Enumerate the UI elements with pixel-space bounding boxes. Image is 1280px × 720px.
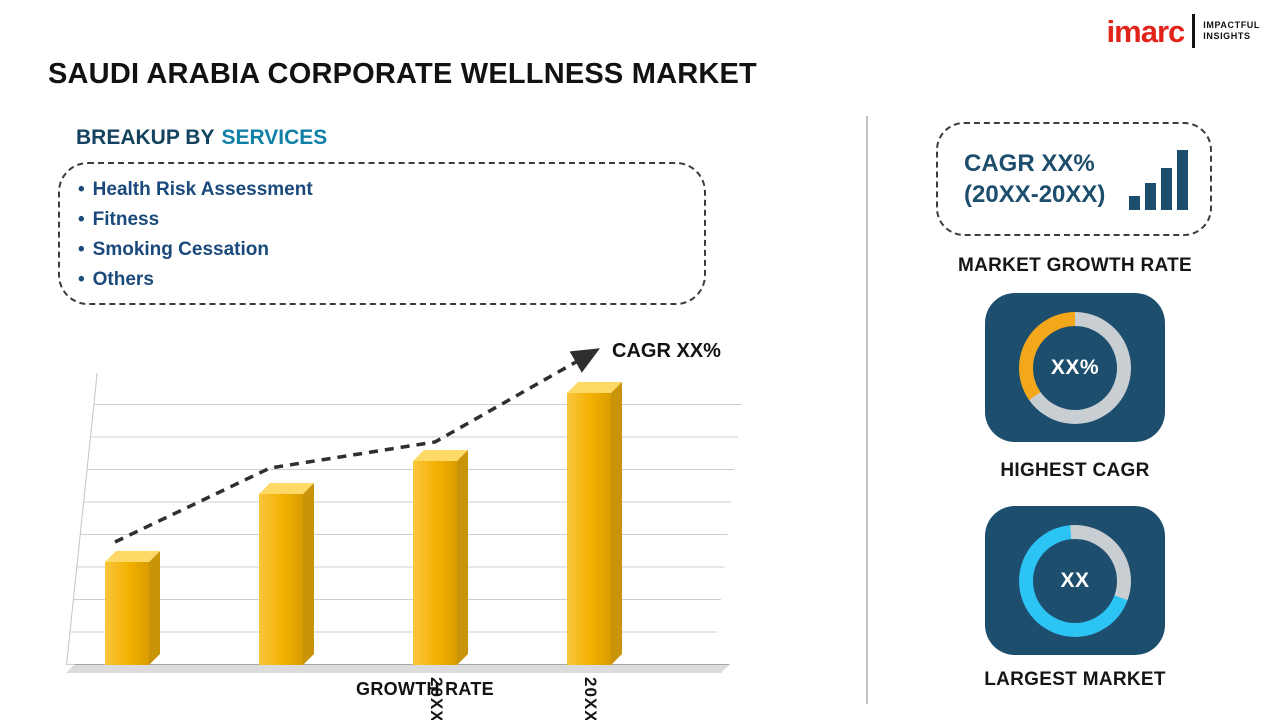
bar-front-face xyxy=(105,562,149,665)
cagr-summary-box: CAGR XX% (20XX-20XX) xyxy=(936,122,1212,236)
highest-cagr-value: XX% xyxy=(1050,355,1100,379)
bullet: • xyxy=(78,179,85,200)
cagr-annotation: CAGR XX% xyxy=(612,340,721,362)
vertical-divider xyxy=(866,116,868,704)
largest-market-donut-chart: XX xyxy=(1019,524,1131,637)
logo-tagline-line2: INSIGHTS xyxy=(1203,31,1251,41)
logo-tagline: IMPACTFUL INSIGHTS xyxy=(1203,20,1260,42)
growth-rate-bar-chart: 20XX 20XX CAGR XX% xyxy=(60,330,750,720)
imarc-logo: imarc IMPACTFUL INSIGHTS xyxy=(1107,14,1260,48)
chart-bars: 20XX 20XX xyxy=(60,330,750,720)
bar-chart-icon xyxy=(1129,148,1188,210)
highest-cagr-label: HIGHEST CAGR xyxy=(1000,460,1150,481)
bar-front-face xyxy=(413,461,457,665)
services-list-box: • Health Risk Assessment • Fitness • Smoking … xyxy=(58,162,706,305)
logo-divider xyxy=(1192,14,1196,48)
bullet: • xyxy=(78,209,85,230)
bar-side-face xyxy=(303,483,314,665)
highest-cagr-donut-chart: XX% xyxy=(1019,311,1131,424)
service-item: • Health Risk Assessment xyxy=(78,179,313,200)
bar-front-face xyxy=(259,494,303,665)
breakup-heading-prefix: BREAKUP BY xyxy=(76,126,215,149)
bullet: • xyxy=(78,239,85,260)
bar-label: 20XX xyxy=(427,677,446,720)
bar-side-face xyxy=(149,551,160,665)
service-item: • Others xyxy=(78,269,154,290)
bullet: • xyxy=(78,269,85,290)
logo-tagline-line1: IMPACTFUL xyxy=(1203,20,1260,30)
bar-chart-icon-bar4 xyxy=(1177,150,1188,210)
services-list: • Health Risk Assessment • Fitness • Smoking … xyxy=(78,175,704,295)
bar-front-face xyxy=(567,393,611,665)
bar-chart-icon-bar1 xyxy=(1129,196,1140,210)
service-item: • Smoking Cessation xyxy=(78,239,269,260)
page-title: SAUDI ARABIA CORPORATE WELLNESS MARKET xyxy=(48,58,757,90)
largest-market-label: LARGEST MARKET xyxy=(984,669,1166,690)
bar-side-face xyxy=(457,450,468,665)
cagr-summary-text: CAGR XX% (20XX-20XX) xyxy=(964,148,1105,210)
cagr-value-line: CAGR XX% xyxy=(964,150,1095,177)
bar-chart-icon-bar3 xyxy=(1161,168,1172,210)
bar-label: 20XX xyxy=(581,677,600,720)
breakup-heading: BREAKUP BY SERVICES xyxy=(76,126,327,150)
chart-x-axis-label: GROWTH RATE xyxy=(356,679,494,699)
service-item: • Fitness xyxy=(78,209,160,230)
cagr-period-line: (20XX-20XX) xyxy=(964,181,1106,208)
highest-cagr-tile: XX% xyxy=(985,293,1165,442)
bar-chart-icon-bar2 xyxy=(1145,183,1156,210)
breakup-heading-highlight: SERVICES xyxy=(221,126,328,149)
largest-market-tile: XX xyxy=(985,506,1165,655)
imarc-brand-text: imarc xyxy=(1106,13,1186,49)
bar-side-face xyxy=(611,382,622,665)
largest-market-value: XX xyxy=(1060,568,1090,592)
market-growth-rate-label: MARKET GROWTH RATE xyxy=(957,255,1193,276)
